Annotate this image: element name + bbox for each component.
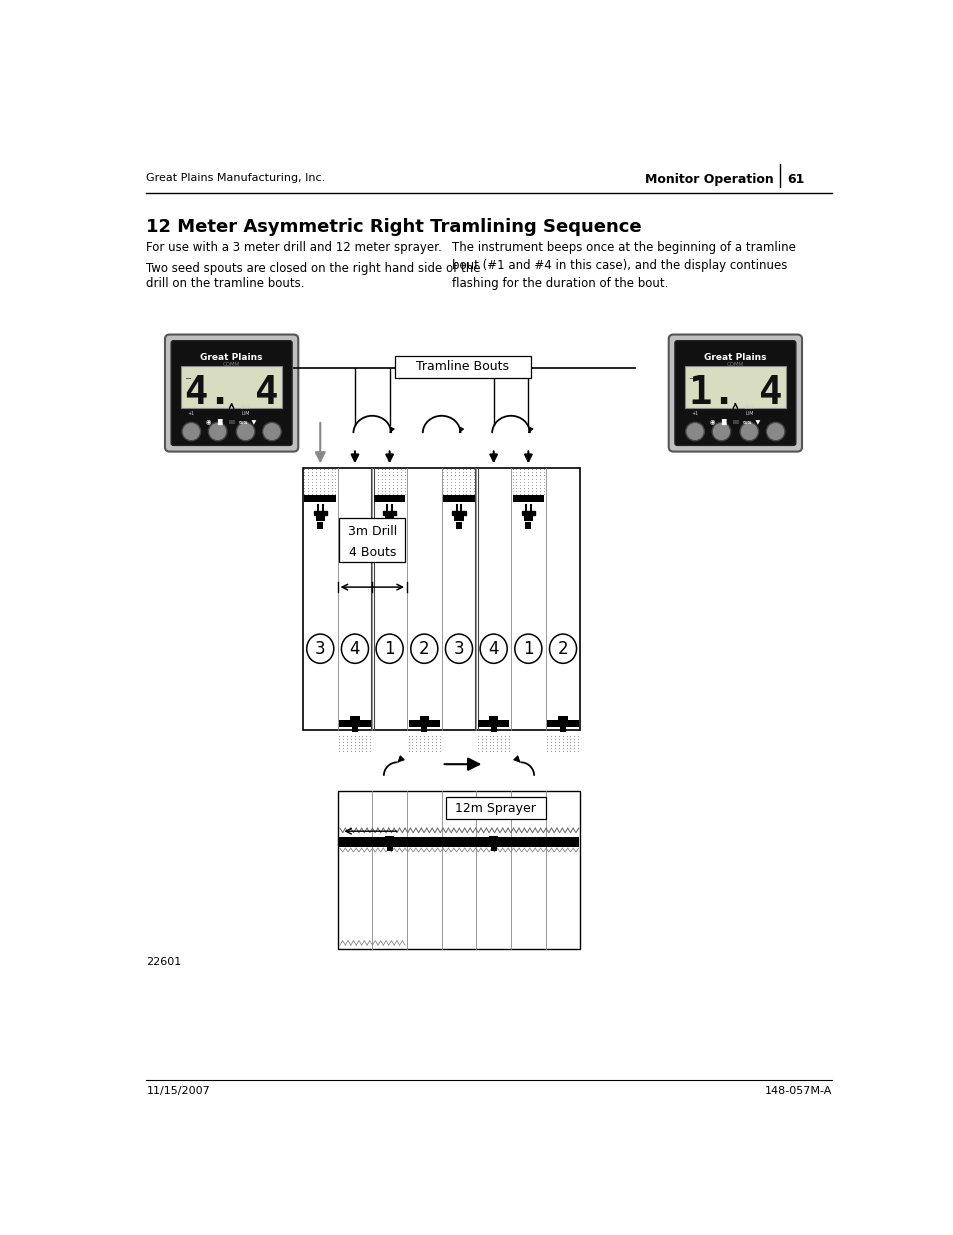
Ellipse shape <box>549 634 576 663</box>
Bar <box>456 522 461 529</box>
Text: 1: 1 <box>522 640 533 658</box>
Text: 3m Drill
4 Bouts: 3m Drill 4 Bouts <box>347 525 396 558</box>
FancyBboxPatch shape <box>171 341 292 446</box>
Bar <box>386 522 393 529</box>
Text: 22601: 22601 <box>146 957 181 967</box>
Text: 1. 4: 1. 4 <box>688 374 781 412</box>
Circle shape <box>236 422 254 441</box>
Text: 148-057M-A: 148-057M-A <box>764 1086 831 1095</box>
Text: 4. 4: 4. 4 <box>185 374 278 412</box>
Text: +1: +1 <box>188 411 194 416</box>
Ellipse shape <box>479 634 507 663</box>
Bar <box>395 356 530 378</box>
Circle shape <box>740 422 758 441</box>
FancyBboxPatch shape <box>674 341 795 446</box>
Bar <box>304 495 335 503</box>
Text: −: − <box>687 374 695 383</box>
Text: ERR
LIM: ERR LIM <box>743 405 754 416</box>
Bar <box>352 726 357 732</box>
Text: The instrument beeps once at the beginning of a tramline
bout (#1 and #4 in this: The instrument beeps once at the beginni… <box>452 241 796 289</box>
Bar <box>419 716 429 726</box>
Text: 12 Meter Asymmetric Right Tramlining Sequence: 12 Meter Asymmetric Right Tramlining Seq… <box>146 217 641 236</box>
Text: ◉  ▐▌  ⁞⁞⁞  ᴓᴓ  ▼: ◉ ▐▌ ⁞⁞⁞ ᴓᴓ ▼ <box>709 419 760 425</box>
Text: For use with a 3 meter drill and 12 meter sprayer.: For use with a 3 meter drill and 12 mete… <box>146 241 441 253</box>
Bar <box>421 726 427 732</box>
Bar <box>559 726 565 732</box>
Text: 3: 3 <box>454 640 464 658</box>
Bar <box>386 845 393 851</box>
Bar <box>385 511 394 521</box>
Bar <box>684 366 785 409</box>
Ellipse shape <box>411 634 437 663</box>
Bar <box>408 720 439 727</box>
Text: 1: 1 <box>384 640 395 658</box>
Bar <box>181 366 282 409</box>
Text: ◉  ▐▌  ⁞⁞⁞  ᴓᴓ  ▼: ◉ ▐▌ ⁞⁞⁞ ᴓᴓ ▼ <box>206 419 256 425</box>
Bar <box>315 511 325 521</box>
Bar <box>337 792 579 948</box>
Text: COMM: COMM <box>223 362 240 367</box>
Text: Great Plains Manufacturing, Inc.: Great Plains Manufacturing, Inc. <box>146 173 325 183</box>
Bar <box>443 495 475 503</box>
Bar <box>547 720 578 727</box>
Bar <box>350 716 359 726</box>
Text: 12m Sprayer: 12m Sprayer <box>455 802 536 815</box>
FancyBboxPatch shape <box>165 335 298 452</box>
Circle shape <box>182 422 200 441</box>
Circle shape <box>711 422 730 441</box>
Text: 2: 2 <box>558 640 568 658</box>
Bar <box>374 495 405 503</box>
Bar <box>489 716 497 726</box>
Bar <box>385 836 394 845</box>
Text: Monitor Operation: Monitor Operation <box>644 173 773 185</box>
Text: Tramline Bouts: Tramline Bouts <box>416 361 509 373</box>
Circle shape <box>208 422 227 441</box>
Text: 61: 61 <box>786 173 803 185</box>
Bar <box>490 845 497 851</box>
Text: COMM: COMM <box>726 362 743 367</box>
Bar <box>512 495 543 503</box>
Circle shape <box>685 422 703 441</box>
Text: Two seed spouts are closed on the right hand side of the
drill on the tramline b: Two seed spouts are closed on the right … <box>146 262 480 290</box>
Ellipse shape <box>515 634 541 663</box>
Text: Great Plains: Great Plains <box>200 353 263 362</box>
Bar <box>303 468 579 730</box>
Text: 2: 2 <box>418 640 429 658</box>
Text: Great Plains: Great Plains <box>703 353 766 362</box>
Bar <box>445 798 546 819</box>
Text: 11/15/2007: 11/15/2007 <box>146 1086 210 1095</box>
Text: 3: 3 <box>314 640 325 658</box>
Ellipse shape <box>445 634 472 663</box>
Text: ERR
LIM: ERR LIM <box>240 405 251 416</box>
Bar <box>454 511 463 521</box>
Bar <box>525 522 531 529</box>
Text: 4: 4 <box>350 640 360 658</box>
Text: 4: 4 <box>488 640 498 658</box>
Bar <box>316 522 323 529</box>
Bar <box>339 517 405 562</box>
Circle shape <box>765 422 784 441</box>
Bar <box>558 716 567 726</box>
Text: −: − <box>184 374 192 383</box>
Ellipse shape <box>341 634 368 663</box>
Bar <box>523 511 533 521</box>
Circle shape <box>262 422 281 441</box>
Bar <box>477 720 509 727</box>
Ellipse shape <box>375 634 403 663</box>
Bar <box>339 720 371 727</box>
Bar <box>339 837 578 846</box>
FancyBboxPatch shape <box>668 335 801 452</box>
Ellipse shape <box>307 634 334 663</box>
Bar <box>490 726 497 732</box>
Text: +1: +1 <box>691 411 698 416</box>
Bar <box>489 836 497 845</box>
